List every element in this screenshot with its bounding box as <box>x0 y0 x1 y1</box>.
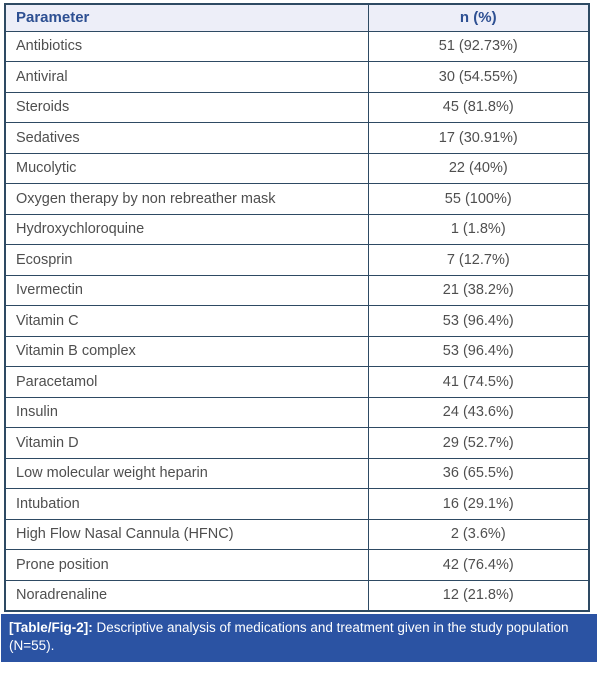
table-row: Vitamin C 53 (96.4%) <box>4 305 590 337</box>
value-cell: 16 (29.1%) <box>367 488 590 520</box>
table-figure: Parameter n (%) Antibiotics 51 (92.73%) An… <box>1 3 597 662</box>
parameter-cell: Antibiotics <box>4 30 369 62</box>
table-row: Vitamin D 29 (52.7%) <box>4 427 590 459</box>
table-row: Ivermectin 21 (38.2%) <box>4 274 590 306</box>
column-header-n-percent: n (%) <box>367 3 590 32</box>
parameter-cell: Insulin <box>4 396 369 428</box>
value-cell: 12 (21.8%) <box>367 579 590 611</box>
table-row: Sedatives 17 (30.91%) <box>4 122 590 154</box>
parameter-cell: Hydroxychloroquine <box>4 213 369 245</box>
column-header-parameter: Parameter <box>4 3 369 32</box>
value-cell: 24 (43.6%) <box>367 396 590 428</box>
parameter-cell: Sedatives <box>4 122 369 154</box>
table-row: Ecosprin 7 (12.7%) <box>4 244 590 276</box>
parameter-cell: Vitamin B complex <box>4 335 369 367</box>
parameter-cell: Paracetamol <box>4 366 369 398</box>
table-row: Prone position 42 (76.4%) <box>4 549 590 581</box>
caption-label: [Table/Fig-2]: <box>9 619 93 635</box>
parameter-cell: Vitamin D <box>4 427 369 459</box>
table-row: Mucolytic 22 (40%) <box>4 152 590 184</box>
value-cell: 17 (30.91%) <box>367 122 590 154</box>
parameter-cell: Vitamin C <box>4 305 369 337</box>
value-cell: 22 (40%) <box>367 152 590 184</box>
table-row: Insulin 24 (43.6%) <box>4 396 590 428</box>
parameter-cell: Mucolytic <box>4 152 369 184</box>
value-cell: 41 (74.5%) <box>367 366 590 398</box>
value-cell: 51 (92.73%) <box>367 30 590 62</box>
value-cell: 36 (65.5%) <box>367 457 590 489</box>
value-cell: 2 (3.6%) <box>367 518 590 550</box>
parameter-cell: Intubation <box>4 488 369 520</box>
table-row: Intubation 16 (29.1%) <box>4 488 590 520</box>
table-row: Vitamin B complex 53 (96.4%) <box>4 335 590 367</box>
table-header: Parameter n (%) <box>4 3 590 32</box>
table-row: Oxygen therapy by non rebreather mask 55 … <box>4 183 590 215</box>
parameter-cell: Ivermectin <box>4 274 369 306</box>
value-cell: 21 (38.2%) <box>367 274 590 306</box>
value-cell: 29 (52.7%) <box>367 427 590 459</box>
parameter-cell: Prone position <box>4 549 369 581</box>
table-row: Paracetamol 41 (74.5%) <box>4 366 590 398</box>
parameter-cell: Antiviral <box>4 61 369 93</box>
parameter-cell: Steroids <box>4 91 369 123</box>
table-row: Noradrenaline 12 (21.8%) <box>4 579 590 611</box>
value-cell: 53 (96.4%) <box>367 305 590 337</box>
table-row: High Flow Nasal Cannula (HFNC) 2 (3.6%) <box>4 518 590 550</box>
table-row: Low molecular weight heparin 36 (65.5%) <box>4 457 590 489</box>
value-cell: 30 (54.55%) <box>367 61 590 93</box>
medications-table: Parameter n (%) Antibiotics 51 (92.73%) An… <box>4 3 590 612</box>
parameter-cell: Oxygen therapy by non rebreather mask <box>4 183 369 215</box>
table-row: Hydroxychloroquine 1 (1.8%) <box>4 213 590 245</box>
value-cell: 53 (96.4%) <box>367 335 590 367</box>
parameter-cell: Noradrenaline <box>4 579 369 611</box>
parameter-cell: High Flow Nasal Cannula (HFNC) <box>4 518 369 550</box>
table-body: Antibiotics 51 (92.73%) Antiviral 30 (54.55… <box>4 30 590 611</box>
parameter-cell: Low molecular weight heparin <box>4 457 369 489</box>
header-row: Parameter n (%) <box>4 3 590 32</box>
value-cell: 55 (100%) <box>367 183 590 215</box>
parameter-cell: Ecosprin <box>4 244 369 276</box>
caption-text: Descriptive analysis of medications and … <box>9 619 569 654</box>
value-cell: 42 (76.4%) <box>367 549 590 581</box>
table-row: Steroids 45 (81.8%) <box>4 91 590 123</box>
table-caption: [Table/Fig-2]: Descriptive analysis of m… <box>1 613 597 662</box>
table-row: Antibiotics 51 (92.73%) <box>4 30 590 62</box>
table-row: Antiviral 30 (54.55%) <box>4 61 590 93</box>
value-cell: 7 (12.7%) <box>367 244 590 276</box>
value-cell: 1 (1.8%) <box>367 213 590 245</box>
value-cell: 45 (81.8%) <box>367 91 590 123</box>
